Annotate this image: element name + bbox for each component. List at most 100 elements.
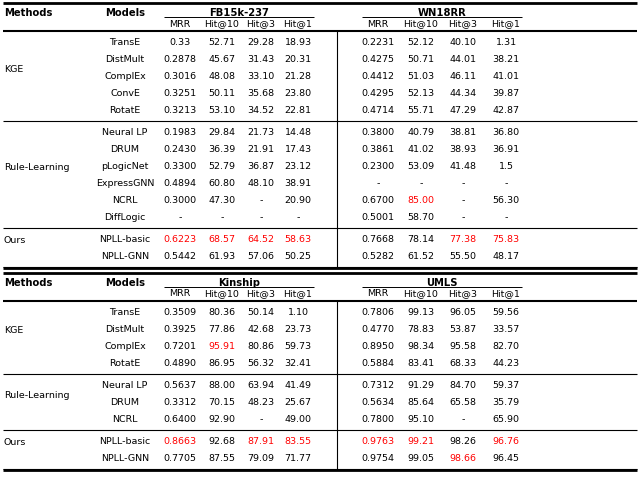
Text: 32.41: 32.41: [284, 359, 312, 368]
Text: 40.79: 40.79: [408, 128, 435, 137]
Text: RotatE: RotatE: [109, 106, 141, 115]
Text: MRR: MRR: [367, 19, 388, 28]
Text: 87.55: 87.55: [209, 454, 236, 463]
Text: Ours: Ours: [4, 236, 26, 245]
Text: -: -: [259, 213, 262, 222]
Text: 92.68: 92.68: [209, 437, 236, 446]
Text: 98.66: 98.66: [449, 454, 477, 463]
Text: -: -: [461, 415, 465, 424]
Text: 41.48: 41.48: [449, 162, 477, 171]
Text: 68.33: 68.33: [449, 359, 477, 368]
Text: NCRL: NCRL: [112, 196, 138, 205]
Text: -: -: [504, 179, 508, 188]
Text: 0.3925: 0.3925: [163, 325, 196, 334]
Text: WN18RR: WN18RR: [418, 8, 467, 18]
Text: 79.09: 79.09: [248, 454, 275, 463]
Text: -: -: [220, 213, 224, 222]
Text: 49.00: 49.00: [285, 415, 312, 424]
Text: 23.12: 23.12: [284, 162, 312, 171]
Text: 22.81: 22.81: [285, 106, 312, 115]
Text: 92.90: 92.90: [209, 415, 236, 424]
Text: 0.3016: 0.3016: [163, 72, 196, 81]
Text: 64.52: 64.52: [248, 235, 275, 244]
Text: 52.71: 52.71: [209, 38, 236, 47]
Text: 45.67: 45.67: [209, 55, 236, 64]
Text: 25.67: 25.67: [285, 398, 312, 407]
Text: 0.1983: 0.1983: [163, 128, 196, 137]
Text: 23.80: 23.80: [284, 89, 312, 98]
Text: 0.3800: 0.3800: [362, 128, 395, 137]
Text: 0.33: 0.33: [170, 38, 191, 47]
Text: 77.86: 77.86: [209, 325, 236, 334]
Text: Rule-Learning: Rule-Learning: [4, 163, 70, 172]
Text: 52.12: 52.12: [408, 38, 435, 47]
Text: 58.70: 58.70: [408, 213, 435, 222]
Text: NPLL-basic: NPLL-basic: [99, 235, 150, 244]
Text: 84.70: 84.70: [449, 381, 477, 390]
Text: Hit@3: Hit@3: [246, 289, 275, 298]
Text: KGE: KGE: [4, 326, 23, 335]
Text: 88.00: 88.00: [209, 381, 236, 390]
Text: 99.21: 99.21: [408, 437, 435, 446]
Text: 20.31: 20.31: [284, 55, 312, 64]
Text: Hit@1: Hit@1: [492, 289, 520, 298]
Text: 65.90: 65.90: [493, 415, 520, 424]
Text: 48.08: 48.08: [209, 72, 236, 81]
Text: 0.4412: 0.4412: [362, 72, 394, 81]
Text: 98.34: 98.34: [408, 342, 435, 351]
Text: 75.83: 75.83: [492, 235, 520, 244]
Text: 38.93: 38.93: [449, 145, 477, 154]
Text: 1.5: 1.5: [499, 162, 513, 171]
Text: -: -: [461, 213, 465, 222]
Text: 78.83: 78.83: [408, 325, 435, 334]
Text: Models: Models: [105, 8, 145, 18]
Text: 0.6400: 0.6400: [163, 415, 196, 424]
Text: 0.2231: 0.2231: [362, 38, 395, 47]
Text: ConvE: ConvE: [110, 89, 140, 98]
Text: 0.7800: 0.7800: [362, 415, 394, 424]
Text: 83.55: 83.55: [284, 437, 312, 446]
Text: TransE: TransE: [109, 38, 141, 47]
Text: 51.03: 51.03: [408, 72, 435, 81]
Text: Neural LP: Neural LP: [102, 128, 148, 137]
Text: -: -: [504, 213, 508, 222]
Text: 31.43: 31.43: [248, 55, 275, 64]
Text: 0.8663: 0.8663: [163, 437, 196, 446]
Text: 0.7806: 0.7806: [362, 308, 394, 317]
Text: 59.73: 59.73: [284, 342, 312, 351]
Text: 29.84: 29.84: [209, 128, 236, 137]
Text: 0.5634: 0.5634: [362, 398, 395, 407]
Text: 36.87: 36.87: [248, 162, 275, 171]
Text: 38.21: 38.21: [492, 55, 520, 64]
Text: Hit@10: Hit@10: [205, 19, 239, 28]
Text: Rule-Learning: Rule-Learning: [4, 391, 70, 400]
Text: Kinship: Kinship: [218, 278, 260, 288]
Text: 83.41: 83.41: [408, 359, 435, 368]
Text: Methods: Methods: [4, 8, 52, 18]
Text: Hit@3: Hit@3: [449, 19, 477, 28]
Text: 60.80: 60.80: [209, 179, 236, 188]
Text: 61.93: 61.93: [209, 252, 236, 261]
Text: 80.36: 80.36: [209, 308, 236, 317]
Text: 1.10: 1.10: [287, 308, 308, 317]
Text: 71.77: 71.77: [285, 454, 312, 463]
Text: DistMult: DistMult: [106, 55, 145, 64]
Text: 0.9763: 0.9763: [362, 437, 395, 446]
Text: -: -: [179, 213, 182, 222]
Text: MRR: MRR: [170, 19, 191, 28]
Text: Hit@1: Hit@1: [284, 289, 312, 298]
Text: 33.57: 33.57: [492, 325, 520, 334]
Text: 65.58: 65.58: [449, 398, 477, 407]
Text: 56.32: 56.32: [248, 359, 275, 368]
Text: 0.3251: 0.3251: [163, 89, 196, 98]
Text: Hit@1: Hit@1: [284, 19, 312, 28]
Text: 0.2430: 0.2430: [163, 145, 196, 154]
Text: 99.13: 99.13: [408, 308, 435, 317]
Text: 61.52: 61.52: [408, 252, 435, 261]
Text: UMLS: UMLS: [426, 278, 458, 288]
Text: pLogicNet: pLogicNet: [101, 162, 148, 171]
Text: 59.37: 59.37: [492, 381, 520, 390]
Text: 99.05: 99.05: [408, 454, 435, 463]
Text: 23.73: 23.73: [284, 325, 312, 334]
Text: 1.31: 1.31: [495, 38, 516, 47]
